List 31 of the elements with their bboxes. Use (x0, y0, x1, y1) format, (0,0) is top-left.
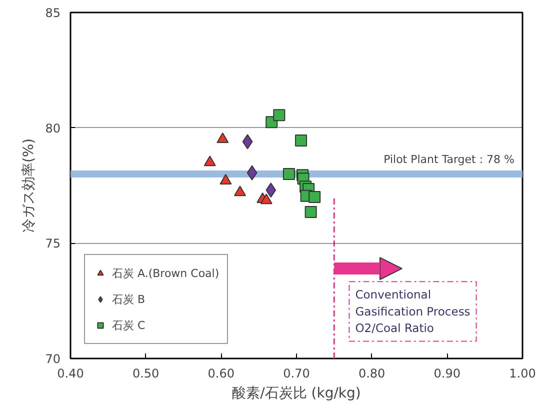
point (282, 168, 295, 180)
ref-line-label: Conventional Gasification Process O2/Coal Ratio (355, 288, 470, 336)
point (295, 134, 308, 147)
y-tick-label: 80 (45, 121, 61, 136)
y-tick-label: 75 (45, 236, 61, 251)
ref-line-label: Pilot Plant Target : 78 % (384, 152, 515, 166)
point (204, 156, 216, 166)
point (260, 194, 272, 204)
y-tick-label: 70 (45, 352, 61, 366)
legend-label: 石炭 A.(Brown Coal) (112, 266, 220, 280)
point (308, 191, 321, 204)
x-axis-title: 酸素/石炭比 (kg/kg) (232, 386, 361, 402)
point (220, 174, 232, 185)
y-tick-label: 85 (45, 6, 61, 20)
point (266, 182, 276, 198)
legend-label: 石炭 C (112, 318, 146, 332)
point (242, 134, 253, 150)
point (246, 165, 258, 180)
x-tick-label: 0.60 (208, 366, 235, 380)
x-tick-label: 1.00 (509, 366, 536, 380)
x-tick-label: 0.50 (132, 366, 160, 380)
legend-label: 石炭 B (112, 292, 146, 306)
point (273, 109, 286, 122)
point (234, 186, 246, 196)
point (216, 132, 229, 144)
x-tick-label: 0.40 (57, 366, 84, 380)
x-tick-label: 0.80 (358, 366, 386, 380)
y-axis-title: 冷ガス効率(%) (21, 138, 38, 233)
x-tick-label: 0.70 (283, 366, 310, 380)
point (304, 206, 317, 218)
x-tick-label: 0.90 (434, 366, 461, 380)
